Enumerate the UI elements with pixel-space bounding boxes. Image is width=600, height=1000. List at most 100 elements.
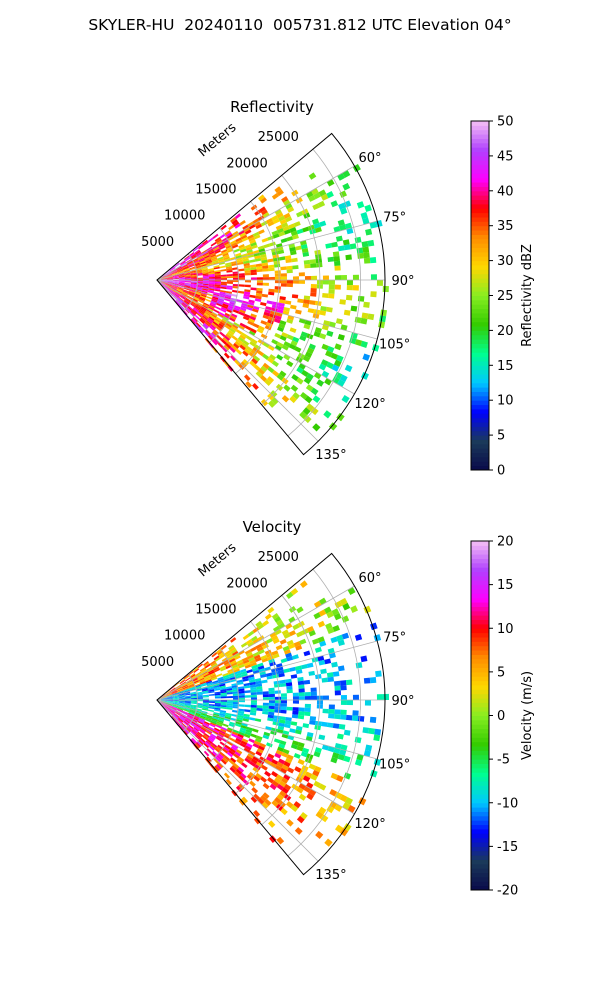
colorbar-tick-label: 5 — [497, 665, 505, 680]
gate-cell — [217, 242, 224, 247]
gate-cell — [197, 675, 204, 680]
gate-cell — [260, 253, 267, 258]
gate-cell — [196, 281, 203, 283]
gate-cell — [256, 691, 263, 695]
gate-cell — [209, 314, 216, 320]
gate-cell — [254, 657, 262, 663]
gate-cell — [236, 719, 243, 723]
gate-cell — [182, 302, 188, 307]
gate-cell — [244, 695, 251, 698]
colorbar-step — [471, 602, 489, 607]
gate-cell — [173, 294, 179, 299]
gate-cell — [213, 655, 220, 661]
gate-cell — [303, 650, 311, 657]
colorbar-step — [471, 129, 489, 135]
gate-cell — [181, 723, 187, 729]
gate-cell — [218, 681, 226, 686]
gate-cell — [334, 713, 341, 720]
gate-cell — [217, 676, 224, 681]
gate-cell — [164, 706, 170, 711]
gate-cell — [252, 346, 260, 353]
gate-cell — [214, 700, 221, 702]
gate-cell — [171, 692, 178, 695]
gate-cell — [294, 827, 303, 835]
gate-cell — [207, 709, 215, 713]
gate-cell — [181, 684, 188, 688]
colorbar-step — [471, 615, 489, 621]
gate-cell — [220, 692, 227, 695]
gate-cell — [280, 703, 287, 707]
colorbar-step — [471, 824, 489, 830]
gate-cell — [196, 271, 203, 274]
gate-cell — [216, 721, 223, 726]
gate-cell — [178, 297, 184, 302]
gate-cell — [199, 678, 206, 683]
gate-cell — [206, 318, 213, 325]
range-axis-label: Meters — [196, 120, 240, 160]
gate-cell — [283, 307, 291, 312]
gate-cell — [260, 640, 268, 647]
gate-cell — [258, 668, 266, 673]
gate-cell — [208, 705, 215, 708]
gate-cell — [222, 254, 230, 259]
gate-cell — [202, 706, 209, 709]
gate-cell — [264, 799, 272, 807]
gate-cell — [238, 700, 245, 703]
gate-cell — [374, 728, 382, 736]
gate-cell — [160, 698, 167, 700]
gate-cell — [190, 694, 197, 697]
colorbar-step — [471, 728, 489, 734]
gate-cell — [213, 757, 220, 764]
colorbar-step — [471, 680, 489, 686]
theta-tick-label: 60° — [359, 571, 382, 586]
gate-cell — [197, 663, 204, 669]
gate-cell — [184, 278, 191, 280]
gate-cell — [209, 660, 216, 666]
gate-cell — [205, 718, 212, 723]
gate-cell — [249, 681, 256, 686]
gate-cell — [196, 741, 203, 747]
gate-cell — [201, 726, 208, 731]
gate-cell — [276, 793, 284, 801]
gate-cell — [203, 330, 210, 337]
gate-cell — [249, 659, 256, 665]
colorbar-step — [471, 256, 489, 262]
gate-cell — [166, 700, 173, 701]
gate-cell — [323, 410, 332, 419]
gate-cell — [230, 678, 237, 683]
gate-cell — [260, 654, 268, 660]
gate-cell — [360, 655, 368, 663]
gate-cell — [318, 783, 327, 791]
gate-cell — [177, 288, 183, 292]
gate-cell — [292, 392, 300, 400]
gate-cell — [214, 701, 221, 704]
gate-cell — [336, 412, 345, 422]
theta-tick-label: 105° — [379, 758, 410, 773]
gate-cell — [276, 761, 284, 768]
gate-cell — [360, 317, 368, 325]
gate-cell — [339, 714, 347, 720]
gate-cell — [203, 322, 210, 329]
gate-cell — [177, 287, 184, 291]
gate-cell — [166, 697, 173, 699]
gate-cell — [243, 291, 251, 295]
gate-cell — [283, 229, 291, 235]
azimuth-spoke — [156, 699, 355, 815]
gate-cell — [232, 729, 240, 734]
gate-cell — [272, 370, 280, 377]
gate-cell — [193, 295, 200, 299]
gate-cell — [238, 277, 245, 280]
gate-cell — [173, 293, 179, 299]
gate-cell — [293, 641, 301, 647]
gate-cell — [226, 246, 233, 251]
gate-cell — [289, 327, 297, 334]
gate-cell — [166, 277, 173, 279]
gate-cell — [225, 664, 232, 670]
gate-cell — [337, 753, 345, 761]
gate-cell — [246, 743, 253, 749]
gate-cell — [242, 350, 249, 357]
gate-cell — [182, 309, 188, 315]
gate-cell — [166, 702, 173, 705]
gate-cell — [333, 747, 341, 754]
gate-cell — [202, 274, 209, 277]
